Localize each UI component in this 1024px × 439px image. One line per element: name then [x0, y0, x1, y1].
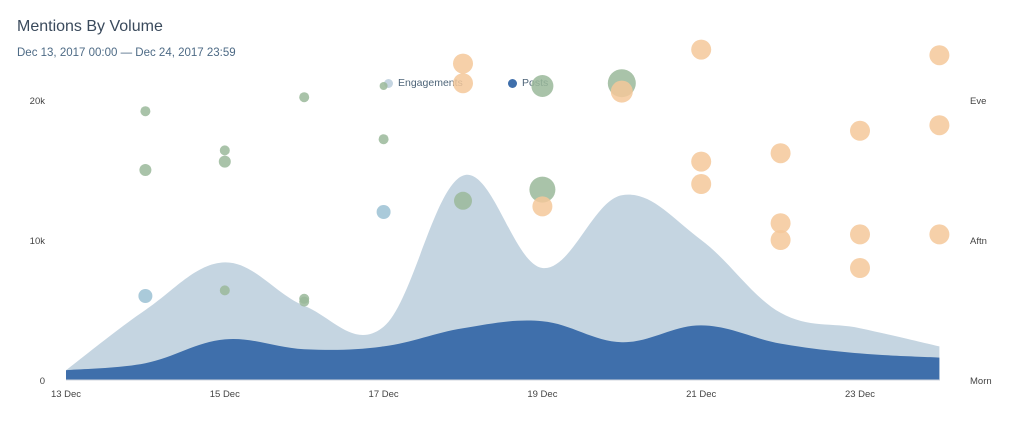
bubble-point — [691, 174, 712, 194]
bubble-point — [219, 145, 230, 156]
y2-tick-label: Aftn — [970, 236, 987, 247]
bubble-point — [610, 80, 633, 103]
x-tick-label: 15 Dec — [210, 389, 240, 400]
bubble-point — [299, 92, 310, 103]
bubble-point — [850, 258, 870, 278]
bubble-point — [219, 285, 230, 296]
legend-marker-posts — [508, 78, 517, 88]
x-tick-label: 19 Dec — [527, 389, 557, 400]
chart-title: Mentions By Volume — [17, 18, 163, 35]
x-tick-label: 17 Dec — [369, 389, 399, 400]
bubble-point — [140, 106, 151, 117]
bubble-point — [379, 82, 388, 90]
bubble-point — [531, 75, 554, 97]
bubble-point — [453, 73, 473, 94]
bubble-point — [138, 289, 153, 303]
y-tick-label: 0 — [40, 376, 45, 387]
bubble-point — [929, 115, 950, 136]
y-tick-label: 20k — [30, 96, 46, 107]
bubble-point — [378, 134, 389, 145]
bubble-point — [529, 176, 556, 203]
legend-marker-engagements — [384, 78, 393, 88]
posts-area — [66, 320, 940, 380]
bubble-point — [453, 53, 473, 74]
bubble-point — [376, 205, 391, 219]
bubble-point — [929, 224, 950, 245]
x-tick-label: 13 Dec — [51, 389, 81, 400]
legend-item-engagements[interactable]: Engagements — [384, 77, 463, 89]
y2-tick-label: Eve — [970, 96, 986, 107]
x-tick-label: 21 Dec — [686, 389, 716, 400]
chart-date-range: Dec 13, 2017 00:00 — Dec 24, 2017 23:59 — [17, 47, 236, 59]
bubble-point — [770, 143, 791, 164]
bubble-point — [218, 155, 231, 168]
bubble-point — [691, 39, 712, 60]
bubble-point — [454, 191, 472, 210]
bubble-point — [929, 45, 950, 66]
bubble-point — [850, 120, 870, 141]
bubble-point — [770, 213, 791, 234]
bubble-point — [850, 224, 870, 245]
bubble-point — [691, 151, 712, 172]
y2-tick-label: Morn — [970, 376, 992, 387]
bubble-point — [532, 196, 553, 217]
bubble-point — [139, 164, 152, 176]
y-tick-label: 10k — [30, 236, 46, 247]
legend-label-engagements: Engagements — [398, 77, 463, 89]
bubble-point — [299, 296, 310, 307]
x-tick-label: 23 Dec — [845, 389, 875, 400]
bubble-point — [770, 230, 791, 250]
